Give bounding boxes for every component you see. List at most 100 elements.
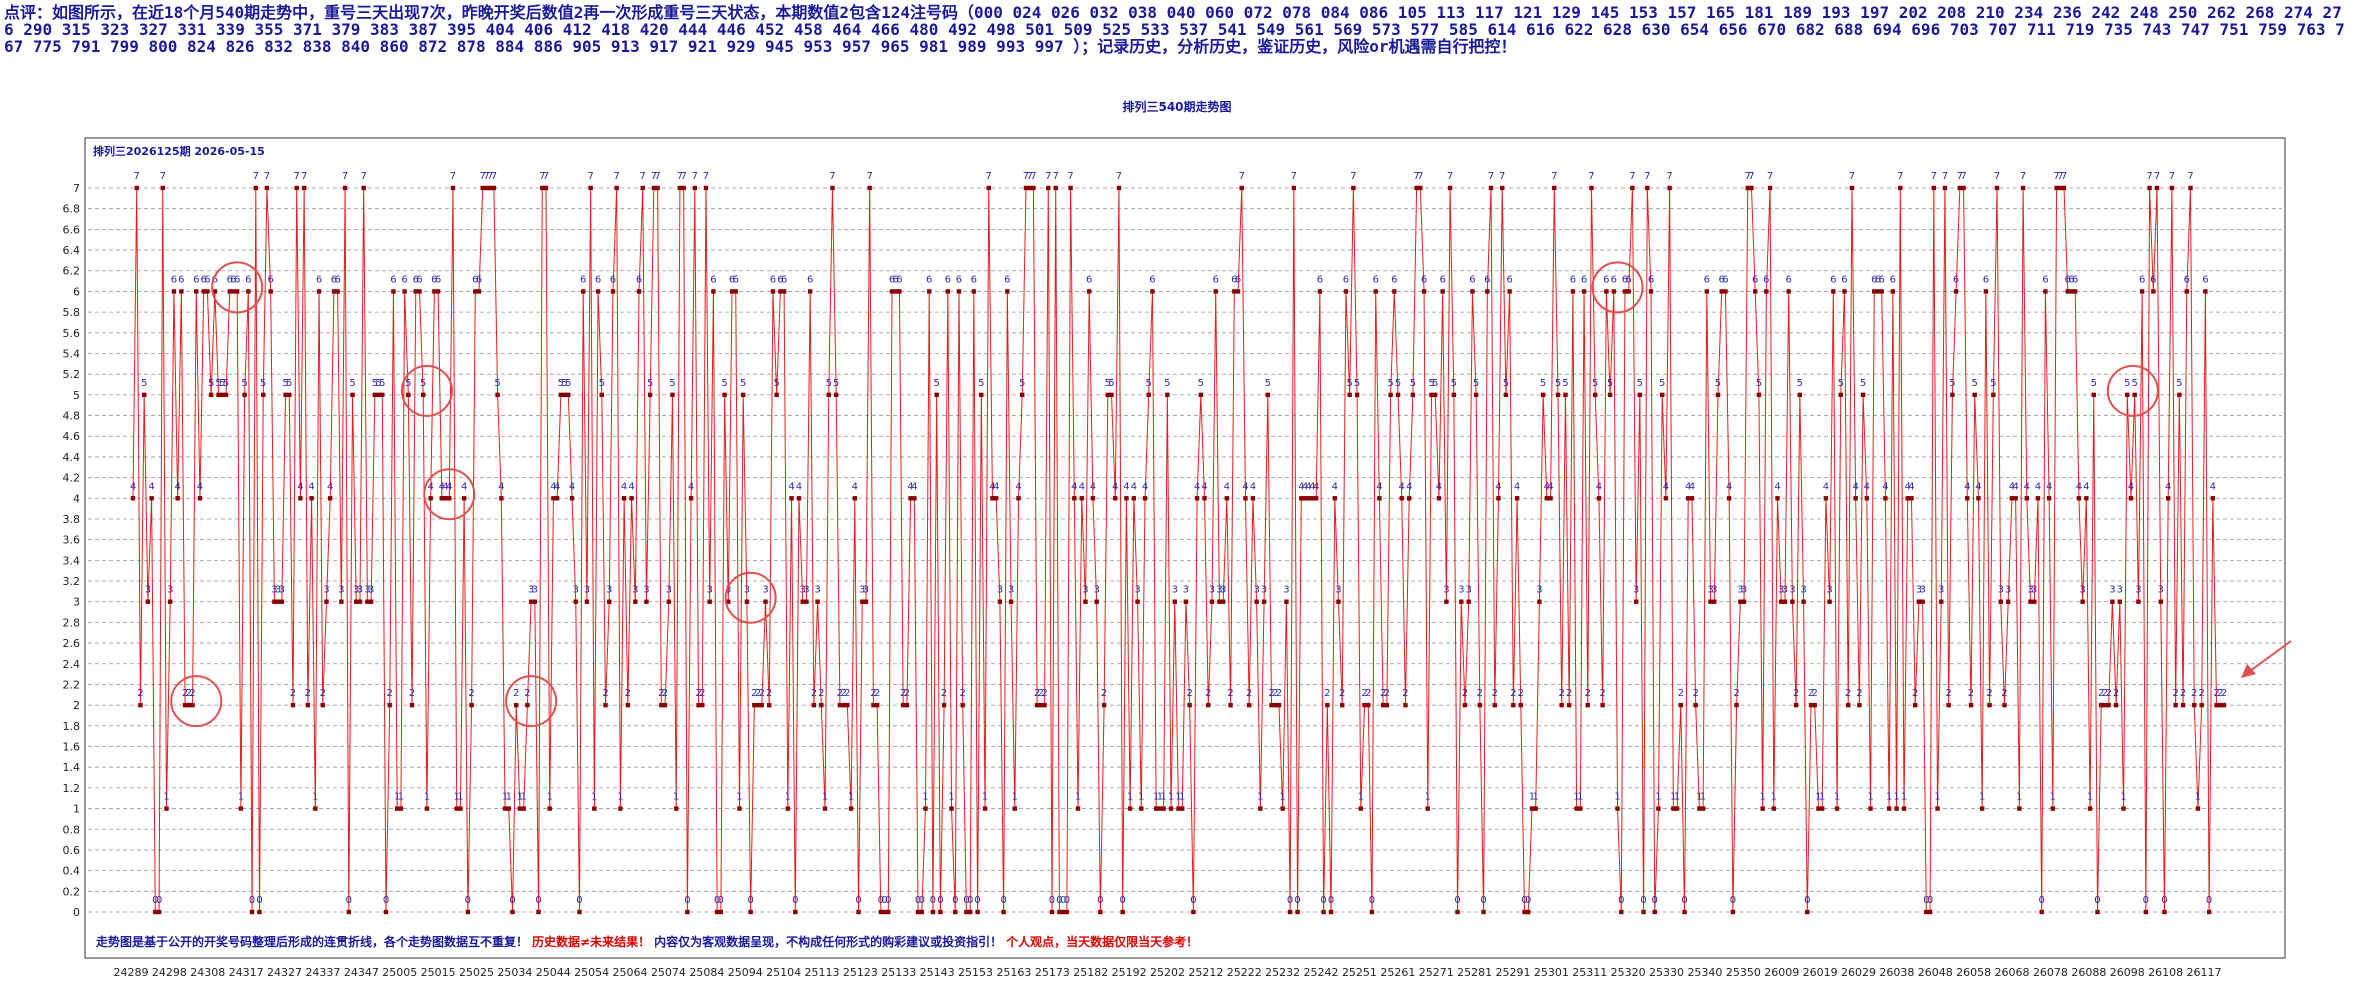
data-label: 3 <box>1536 585 1542 596</box>
x-tick-label: 26038 <box>1879 966 1914 979</box>
data-point <box>1819 806 1825 811</box>
data-point <box>454 806 459 811</box>
data-point <box>793 909 798 915</box>
y-tick-label: 2.8 <box>63 616 81 629</box>
data-label: 0 <box>974 895 980 906</box>
data-point <box>1935 806 1940 811</box>
data-label: 2 <box>1477 688 1483 699</box>
data-point <box>1451 392 1457 398</box>
data-point <box>1756 392 1762 398</box>
data-label: 2 <box>2113 688 2119 699</box>
data-label: 6 <box>893 274 899 285</box>
y-tick-label: 3.4 <box>63 554 81 567</box>
data-label: 3 <box>1261 585 1267 596</box>
data-point <box>1224 496 1230 501</box>
data-point <box>1834 806 1840 811</box>
data-point <box>2143 909 2149 915</box>
data-point <box>1321 909 1326 915</box>
data-point <box>711 289 716 294</box>
y-tick-label: 1.6 <box>63 741 81 754</box>
x-tick-label: 25182 <box>1073 966 1108 979</box>
data-label: 1 <box>1157 792 1163 803</box>
data-point <box>923 806 928 811</box>
data-point <box>387 702 392 708</box>
data-label: 4 <box>1376 481 1382 492</box>
data-label: 5 <box>1164 378 1170 389</box>
data-point <box>1842 289 1847 294</box>
data-label: 6 <box>171 274 177 285</box>
data-label: 3 <box>1782 585 1788 596</box>
data-label: 2 <box>189 688 195 699</box>
data-point <box>487 185 493 191</box>
data-point <box>1194 496 1200 501</box>
data-label: 2 <box>695 688 701 699</box>
data-label: 6 <box>1763 274 1769 285</box>
data-point <box>1589 185 1594 191</box>
data-label: 3 <box>1008 585 1014 596</box>
data-point <box>175 496 180 501</box>
data-label: 3 <box>1800 585 1806 596</box>
data-label: 6 <box>1953 274 1959 285</box>
data-point <box>882 909 887 915</box>
x-tick-label: 25222 <box>1227 966 1262 979</box>
data-label: 5 <box>2132 378 2138 389</box>
data-point <box>1827 599 1832 604</box>
data-point <box>220 392 225 398</box>
data-label: 5 <box>1428 378 1434 389</box>
data-point <box>447 496 452 501</box>
data-point <box>707 599 712 604</box>
data-point <box>1369 909 1375 915</box>
data-point <box>647 392 653 398</box>
data-point <box>1265 392 1270 398</box>
data-label: 6 <box>1391 274 1397 285</box>
data-label: 0 <box>346 895 352 906</box>
data-label: 0 <box>1320 895 1326 906</box>
data-label: 6 <box>777 274 783 285</box>
data-label: 3 <box>800 585 806 596</box>
data-point <box>1049 909 1055 915</box>
data-label: 7 <box>1960 171 1966 182</box>
y-tick-label: 1.8 <box>63 720 81 733</box>
data-label: 3 <box>357 585 363 596</box>
x-tick-label: 25153 <box>958 966 993 979</box>
data-point <box>1537 599 1542 604</box>
x-tick-label: 26048 <box>1918 966 1953 979</box>
data-label: 7 <box>480 171 486 182</box>
data-label: 7 <box>1629 171 1635 182</box>
data-label: 3 <box>744 585 750 596</box>
data-point <box>354 599 359 604</box>
data-label: 7 <box>1053 171 1059 182</box>
data-point <box>1953 289 1959 294</box>
data-label: 4 <box>130 481 136 492</box>
data-point <box>1499 185 1505 191</box>
data-label: 7 <box>1350 171 1356 182</box>
data-label: 2 <box>1268 688 1274 699</box>
data-point <box>2180 702 2186 708</box>
data-label: 0 <box>2039 895 2045 906</box>
data-point <box>1075 806 1081 811</box>
data-point <box>365 599 370 604</box>
data-label: 4 <box>1194 481 1200 492</box>
data-point <box>201 289 206 294</box>
data-point <box>1901 806 1907 811</box>
data-point <box>863 599 869 604</box>
x-tick-label: 25301 <box>1534 966 1569 979</box>
data-label: 0 <box>1923 895 1929 906</box>
data-label: 6 <box>267 274 273 285</box>
data-label: 3 <box>1998 585 2004 596</box>
data-point <box>2173 702 2178 708</box>
data-label: 0 <box>878 895 884 906</box>
data-point <box>1797 392 1803 398</box>
y-tick-label: 5.2 <box>63 368 81 381</box>
y-tick-label: 4 <box>73 492 80 505</box>
data-point <box>845 702 850 708</box>
data-point <box>1146 392 1151 398</box>
data-label: 3 <box>323 585 329 596</box>
x-tick-label: 24289 <box>114 966 149 979</box>
data-label: 3 <box>2031 585 2037 596</box>
data-label: 1 <box>312 792 318 803</box>
data-point <box>778 289 783 294</box>
data-point <box>674 806 679 811</box>
data-point <box>1094 599 1099 604</box>
data-label: 4 <box>1882 481 1888 492</box>
